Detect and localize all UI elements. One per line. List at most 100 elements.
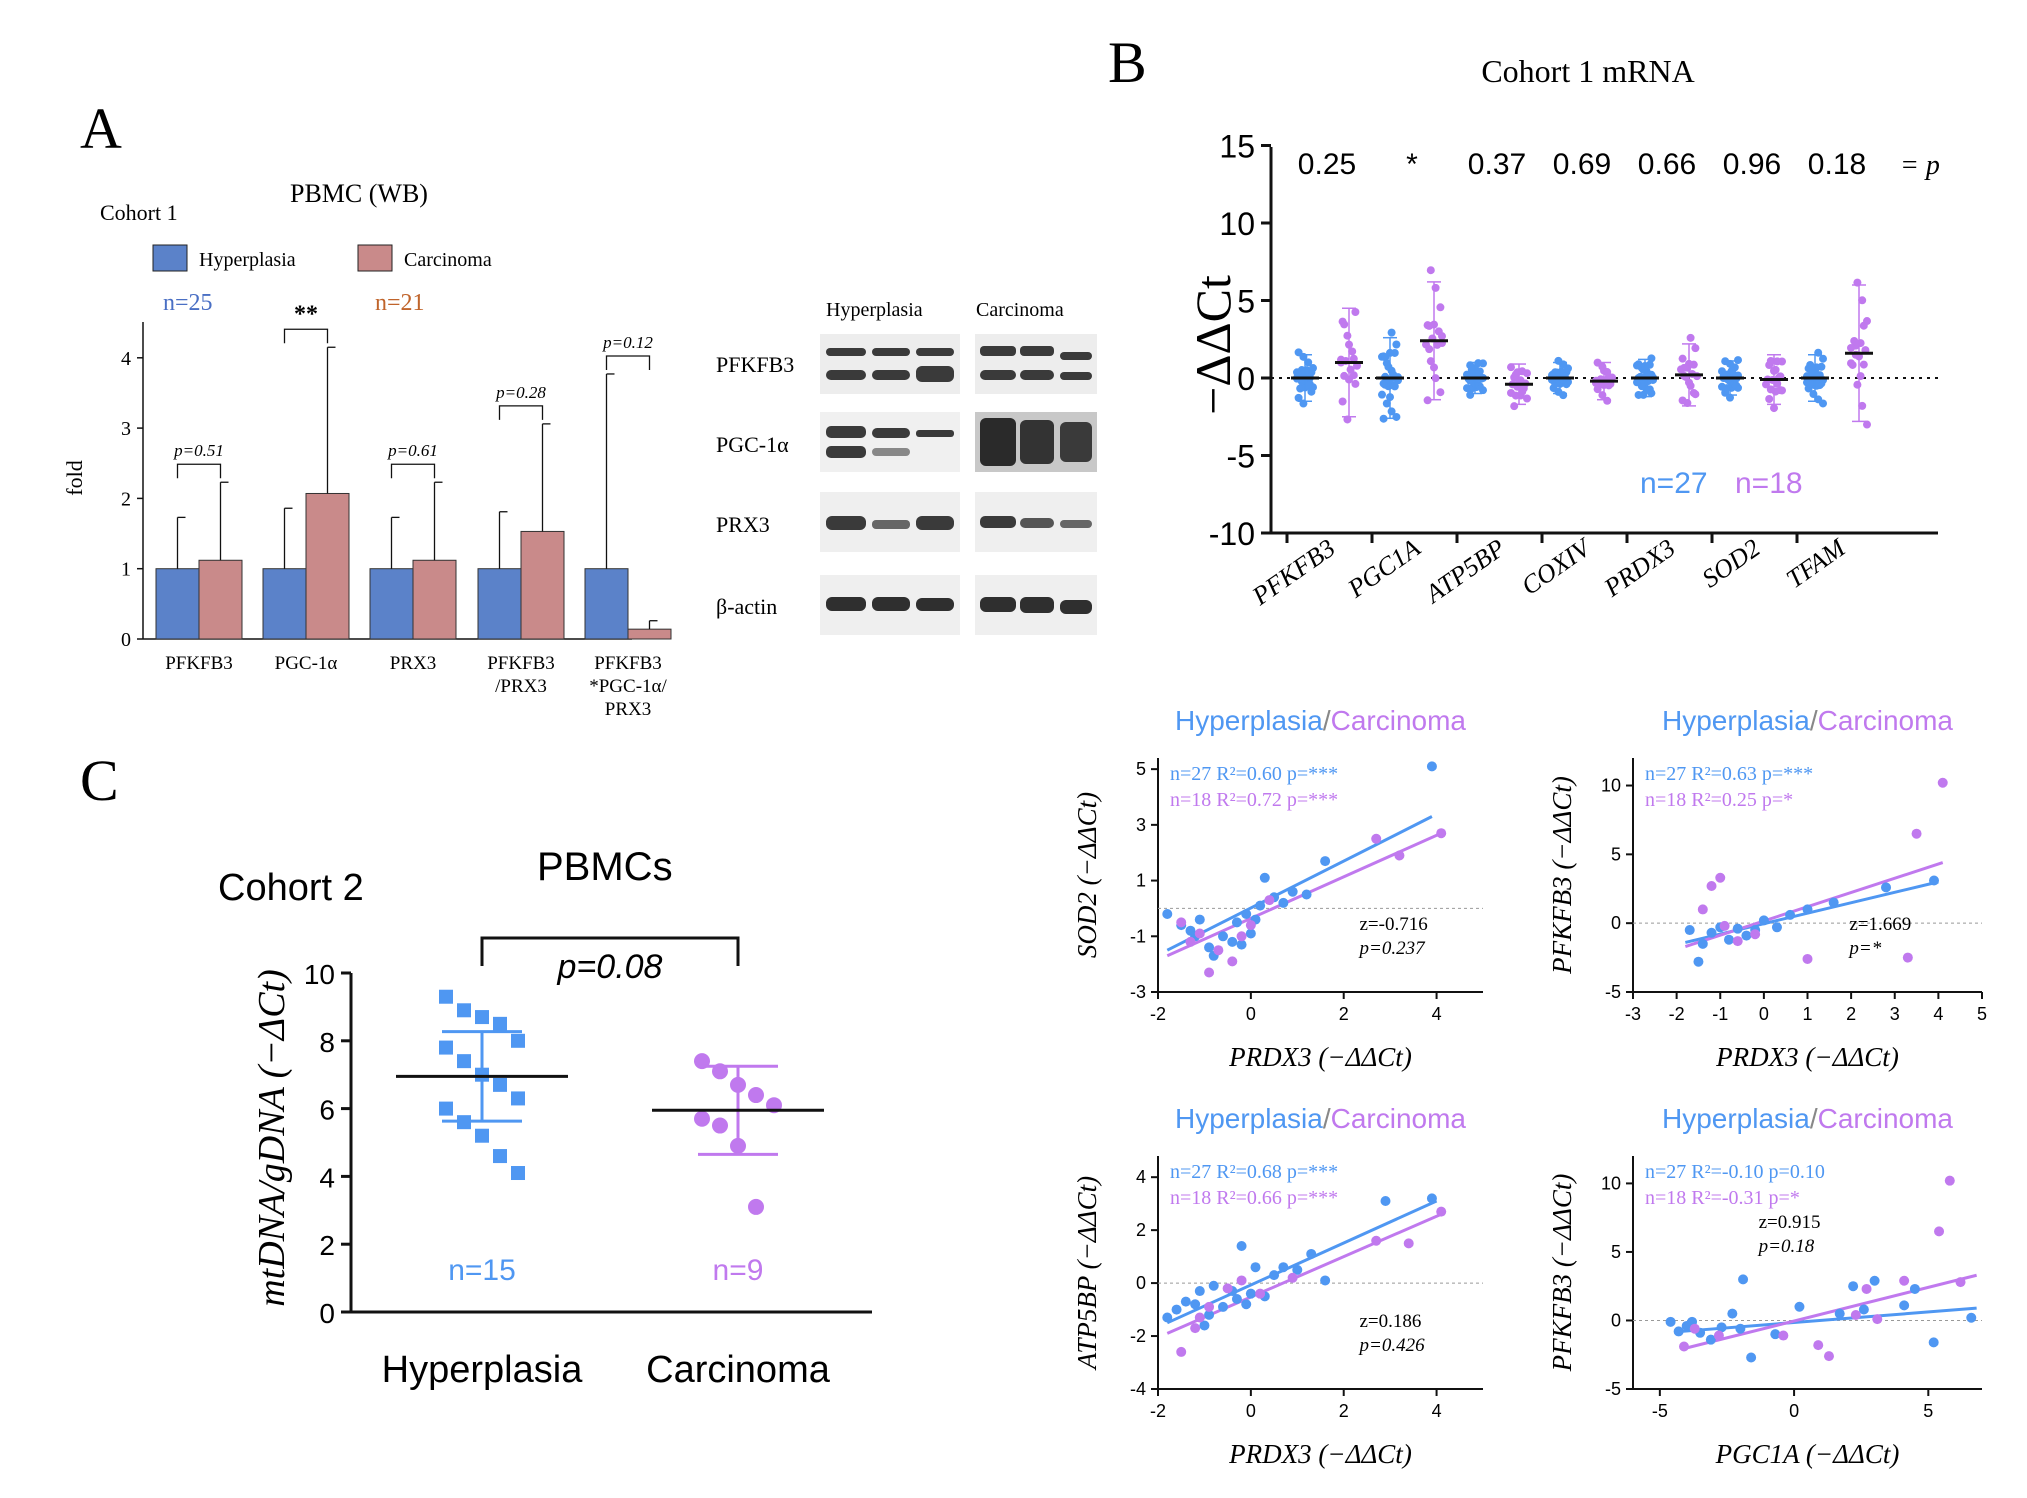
scatter-title-part: Carcinoma [1818, 705, 1954, 736]
scatter-point-carcinoma [1436, 1206, 1447, 1217]
scatter-point-hyperplasia [1966, 1312, 1977, 1323]
scatter-legend-hyperplasia: n=27 R²=-0.10 p=0.10 [1645, 1161, 1825, 1183]
scatter-point-hyperplasia [1204, 1309, 1215, 1320]
scatter-point-carcinoma [1371, 1235, 1382, 1246]
scatter-point-hyperplasia [1241, 909, 1252, 919]
scatter-x-tick-label: 1 [1802, 1004, 1812, 1024]
scatter-point-hyperplasia [1227, 936, 1238, 947]
data-point-carcinoma [1766, 385, 1775, 394]
scatter-point-carcinoma [1955, 1277, 1966, 1288]
scatter-point-hyperplasia [1697, 938, 1708, 949]
scatter-y-tick-label: -5 [1605, 1379, 1621, 1399]
data-point-carcinoma [1778, 386, 1786, 395]
panel-a-x-tick-label: PRX3 [390, 653, 436, 674]
scatter-point-hyperplasia [1194, 914, 1205, 925]
scatter-point-hyperplasia [1250, 1262, 1261, 1273]
scatter-point-carcinoma [1176, 917, 1187, 928]
scatter-x-tick-label: 0 [1789, 1401, 1799, 1421]
scatter-legend-carcinoma: n=18 R²=0.66 p=*** [1170, 1187, 1338, 1209]
data-point-hyperplasia [1463, 384, 1471, 393]
panel-b-title: Cohort 1 mRNA [1481, 53, 1694, 89]
panel-b-y-tick-label: 5 [1237, 284, 1255, 320]
data-point-hyperplasia [1293, 368, 1301, 377]
scatter-point-carcinoma [1715, 872, 1726, 883]
panel-a-y-axis-label: fold [62, 460, 87, 495]
scatter-point-carcinoma [1778, 1330, 1789, 1341]
scatter-x-axis-label: PRDX3 (−ΔΔCt) [1228, 1042, 1412, 1072]
panel-c-y-axis-label: mtDNA/gDNA (−ΔCt) [251, 969, 293, 1307]
data-point-hyperplasia [511, 1033, 525, 1048]
panel-c-y-tick-label: 10 [304, 959, 335, 990]
scatter-point-hyperplasia [1292, 1264, 1303, 1275]
data-point-hyperplasia [1819, 354, 1827, 363]
scatter-point-hyperplasia [1218, 931, 1228, 942]
scatter-B1: Hyperplasia/Carcinoma -2 0 2 4 -3 -1 1 3 5 PRDX3 (… [1072, 705, 1483, 1072]
scatter-point-hyperplasia [1732, 923, 1743, 934]
scatter-point-carcinoma [1937, 777, 1948, 788]
scatter-x-tick-label: 0 [1759, 1004, 1769, 1024]
scatter-x-tick-label: -2 [1150, 1004, 1166, 1024]
data-point-hyperplasia [1727, 367, 1736, 376]
data-point-carcinoma [1348, 347, 1357, 356]
scatter-legend-hyperplasia: n=27 R²=0.63 p=*** [1645, 763, 1813, 785]
blot-image-pgc1a [820, 412, 1097, 472]
data-point-hyperplasia [1381, 353, 1390, 362]
data-point-hyperplasia [1379, 379, 1388, 388]
scatter-point-hyperplasia [1758, 915, 1769, 926]
scatter-point-hyperplasia [1705, 1334, 1716, 1345]
panel-label-c: C [80, 748, 119, 813]
data-point-carcinoma [1771, 365, 1780, 374]
blot-header-carcinoma: Carcinoma [976, 299, 1064, 321]
legend-label-carcinoma: Carcinoma [404, 249, 492, 271]
data-point-carcinoma [1678, 354, 1687, 363]
panel-a-y-tick-label: 0 [121, 629, 131, 651]
scatter-point-hyperplasia [1929, 875, 1940, 886]
p-value-label: 0.37 [1468, 148, 1526, 181]
panel-a-x-tick-label: PFKFB3 [165, 653, 233, 674]
data-point-carcinoma [1340, 320, 1349, 329]
scatter-stat-z: z=-0.716 [1360, 914, 1428, 935]
scatter-point-carcinoma [1436, 828, 1447, 839]
panel-a-y-tick-label: 2 [121, 488, 131, 510]
panel-b-x-tick-label: PFKFB3 [1246, 533, 1340, 611]
data-point-carcinoma [1765, 394, 1774, 403]
scatter-point-hyperplasia [1802, 904, 1813, 915]
panel-label-a: A [80, 96, 122, 161]
data-point-carcinoma [1343, 331, 1352, 340]
scatter-point-hyperplasia [1320, 856, 1331, 867]
scatter-point-hyperplasia [1869, 1275, 1880, 1286]
data-point-carcinoma [1340, 371, 1349, 380]
scatter-x-tick-label: 2 [1339, 1401, 1349, 1421]
scatter-point-hyperplasia [1287, 886, 1298, 897]
scatter-point-carcinoma [1236, 931, 1247, 942]
panel-label-b: B [1108, 30, 1147, 95]
scatter-point-hyperplasia [1673, 1326, 1684, 1337]
blot-image-pfkfb3 [820, 334, 1097, 394]
scatter-y-axis-label: PFKFB3 (−ΔΔCt) [1547, 1174, 1577, 1373]
p-value-label: 0.25 [1298, 148, 1356, 181]
scatter-y-tick-label: 1 [1136, 871, 1146, 891]
data-point-carcinoma [1523, 394, 1531, 403]
data-point-hyperplasia [1387, 328, 1396, 337]
scatter-stat-z: z=0.186 [1360, 1311, 1422, 1332]
bar-hyperplasia [584, 568, 629, 640]
scatter-point-carcinoma [1245, 920, 1256, 931]
data-point-hyperplasia [1634, 390, 1643, 399]
data-point-carcinoma [1680, 363, 1689, 372]
panel-b-x-tick-label: PGC1A [1342, 533, 1426, 604]
data-point-carcinoma [1351, 379, 1360, 388]
scatter-point-hyperplasia [1727, 1308, 1738, 1319]
panel-a-x-tick-label: *PGC-1α/ [589, 676, 667, 697]
panel-a-bar-chart: Cohort 1 PBMC (WB) Hyperplasia Carcinoma… [62, 179, 672, 720]
data-point-hyperplasia [1294, 393, 1303, 402]
scatter-x-tick-label: 0 [1246, 1004, 1256, 1024]
scatter-point-carcinoma [1287, 1272, 1298, 1283]
scatter-y-tick-label: 10 [1601, 1173, 1621, 1193]
scatter-point-hyperplasia [1278, 897, 1289, 908]
data-point-hyperplasia [493, 1016, 507, 1031]
data-point-hyperplasia [493, 1077, 507, 1092]
scatter-point-hyperplasia [1794, 1301, 1805, 1312]
scatter-point-carcinoma [1213, 945, 1224, 956]
scatter-point-hyperplasia [1858, 1304, 1869, 1315]
